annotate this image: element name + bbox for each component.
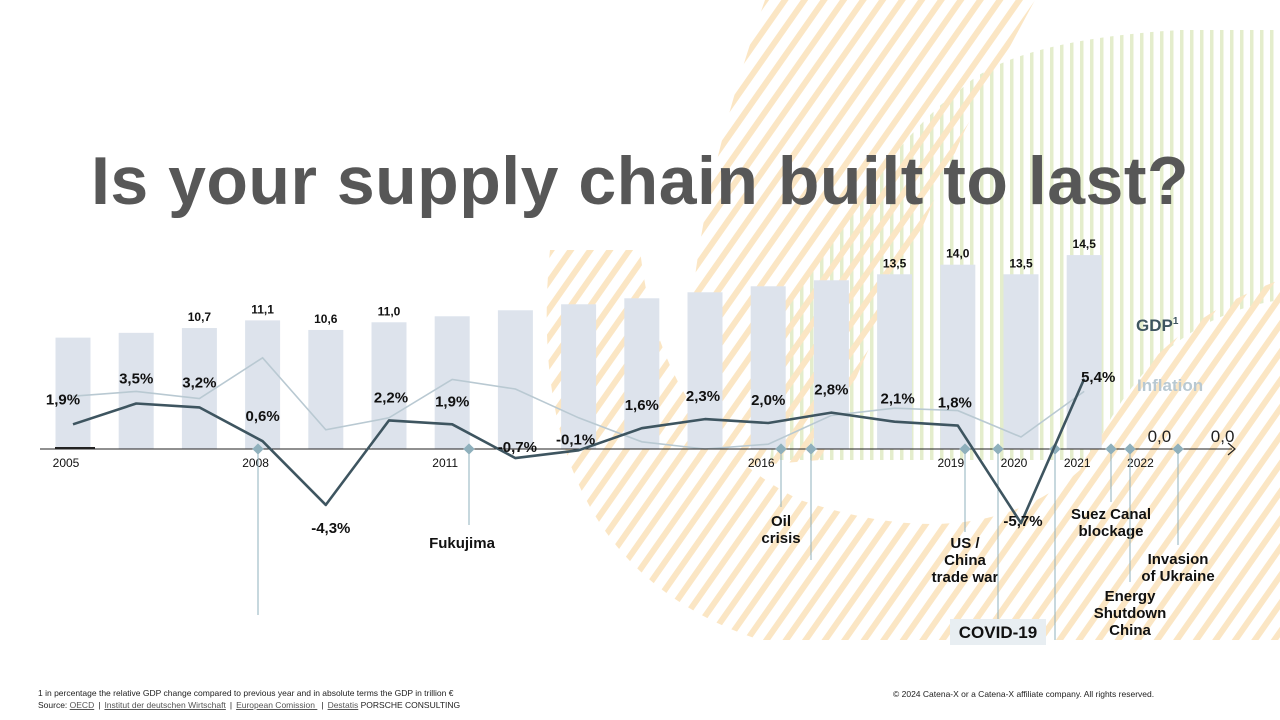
event-5: COVID-19 [950,443,1046,645]
x-axis-arrow [1227,442,1236,456]
gdp-bar-label-2008: 11,1 [251,302,274,316]
event-label-4: US / China trade war [932,535,999,586]
decor-stripes-orange-lower [546,250,1280,640]
gdp-change-label-2015: 2,3% [686,388,720,405]
event-label-9: Invasion of Ukraine [1141,551,1214,585]
gdp-bar-2017 [813,280,849,449]
gdp-change-label-2007: 3,2% [182,374,216,391]
gdp-bar-2020 [1003,274,1039,449]
source-link-destatis[interactable]: Destatis [327,700,359,710]
gdp-change-label-2014: 1,6% [625,397,659,414]
event-marker-3 [805,443,817,455]
event-8: Energy Shutdown China [1094,443,1166,639]
event-label-8: Energy Shutdown China [1094,588,1166,639]
x-tick-label-2011: 2011 [432,456,458,470]
gdp-bar-2008 [245,320,281,449]
gdp-bar-label-2007: 10,7 [188,310,212,324]
gdp-bar-label-2010: 11,0 [378,304,401,318]
gdp-bar-2013 [561,304,597,449]
gdp-bar-2007 [181,328,217,449]
legend-inflation: Inflation [1137,376,1203,395]
source-link-eu-commission[interactable]: European Comission [236,700,318,710]
event-7: Suez Canal blockage [1071,443,1151,540]
event-marker-8 [1124,443,1136,455]
gdp-bar-label-2021: 14,5 [1073,237,1097,251]
gdp-change-label-2021: 5,4% [1081,369,1115,386]
event-label-1: Fukujima [429,535,496,552]
event-marker-0 [252,443,264,455]
event-marker-4 [959,443,971,455]
event-9: Invasion of Ukraine [1141,443,1215,585]
gdp-change-label-2006: 3,5% [119,371,153,388]
gdp-bar-label-2018: 13,5 [883,256,907,270]
event-label-7: Suez Canal blockage [1071,506,1151,540]
x-tick-label-2008: 2008 [242,456,269,470]
source-suffix: PORSCHE CONSULTING [358,700,461,710]
gdp-change-label-2017: 2,8% [814,382,848,399]
gdp-bar-2010 [371,322,407,449]
footnote-source: Source: OECD | Institut der deutschen Wirt… [38,700,461,710]
source-link-iw[interactable]: Institut der deutschen Wirtschaft [104,700,226,710]
gdp-bar-2015 [687,292,723,449]
x-tick-label-2019: 2019 [937,456,964,470]
event-marker-9 [1172,443,1184,455]
gdp-change-label-2019: 1,8% [938,395,972,412]
x-tick-label-2021: 2021 [1064,456,1091,470]
x-tick-label-2005: 2005 [53,456,80,470]
gdp-change-label-2020: -5,7% [1003,513,1042,530]
gdp-bar-2012 [497,310,533,449]
event-0 [252,443,264,615]
future-value-2023: 0,0 [1211,427,1235,446]
footnote: 1 in percentage the relative GDP change … [38,687,460,711]
source-link-oecd[interactable]: OECD [69,700,95,710]
event-label-2: Oil crisis [761,513,800,547]
gdp-line [72,378,1086,525]
inflation-line [72,356,1085,450]
gdp-bar-label-2009: 10,6 [314,312,338,326]
gdp-change-label-2010: 2,2% [374,389,408,406]
gdp-bar-2014 [624,298,660,449]
gdp-change-label-2018: 2,1% [880,391,914,408]
gdp-bar-label-2019: 14,0 [946,247,970,261]
event-3 [805,443,817,560]
event-2: Oil crisis [761,443,801,547]
source-prefix: Source: [38,700,70,710]
x-tick-label-2022: 2022 [1127,456,1154,470]
event-label-5: COVID-19 [959,623,1037,642]
event-marker-5 [992,443,1004,455]
gdp-change-label-2005: 1,9% [46,391,80,408]
footnote-note: 1 in percentage the relative GDP change … [38,688,454,698]
gdp-bar-2011 [434,316,470,449]
event-marker-7 [1105,443,1117,455]
event-marker-1 [463,443,475,455]
gdp-bar-2005 [55,337,91,449]
legend-gdp: GDP1 [1136,316,1179,335]
gdp-bar-2016 [750,286,786,449]
gdp-bar-2019 [940,264,976,449]
x-tick-label-2020: 2020 [1001,456,1028,470]
page-title: Is your supply chain built to last? [90,143,1190,219]
gdp-change-label-2012: -0,7% [498,439,537,456]
event-marker-2 [775,443,787,455]
copyright: © 2024 Catena-X or a Catena-X affiliate … [893,689,1155,699]
gdp-change-label-2016: 2,0% [751,392,785,409]
gdp-bar-2021 [1066,255,1102,449]
x-tick-label-2016: 2016 [748,456,775,470]
gdp-change-label-2009: -4,3% [311,520,350,537]
event-label-box-5 [950,619,1046,645]
gdp-change-label-2008: 0,6% [245,408,279,425]
event-4: US / China trade war [932,443,999,586]
future-value-2022: 0,0 [1148,427,1172,446]
gdp-change-label-2011: 1,9% [435,393,469,410]
event-1: Fukujima [429,443,496,552]
gdp-change-label-2013: -0,1% [556,431,595,448]
gdp-bar-label-2020: 13,5 [1009,256,1033,270]
gdp-bar-2009 [308,329,344,449]
